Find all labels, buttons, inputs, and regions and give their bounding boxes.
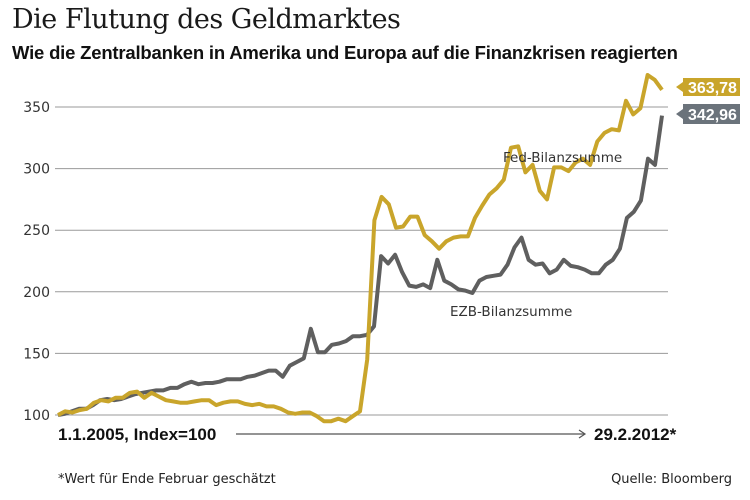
x-start-label: 1.1.2005, Index=100 — [58, 425, 216, 444]
ezb-series-label: EZB-Bilanzsumme — [450, 304, 572, 320]
fed-series-line — [57, 73, 664, 424]
y-tick-label: 300 — [23, 162, 50, 178]
ezb-series-line — [57, 115, 664, 417]
fed-end-value-badge: 363,78 — [676, 78, 740, 97]
x-arrow-head-icon — [578, 429, 587, 439]
y-tick-label: 350 — [23, 100, 50, 116]
fed-end-value: 363,78 — [688, 80, 737, 97]
ezb-badge-shape — [676, 104, 740, 124]
source-credit: Quelle: Bloomberg — [611, 472, 732, 487]
fed-series-label: Fed-Bilanzsumme — [503, 150, 622, 166]
y-tick-label: 250 — [23, 223, 50, 239]
y-tick-label: 100 — [23, 408, 50, 424]
y-axis-ticks: 100 150 200 250 300 350 — [23, 100, 50, 424]
fed-badge-shape — [676, 78, 740, 96]
ezb-end-value: 342,96 — [688, 107, 737, 124]
series-lines — [57, 73, 664, 424]
y-tick-label: 150 — [23, 346, 50, 362]
ezb-end-value-badge: 342,96 — [676, 104, 740, 124]
chart-title: Die Flutung des Geldmarktes — [12, 4, 401, 35]
footnote: *Wert für Ende Februar geschätzt — [58, 472, 276, 487]
chart-subtitle: Wie die Zentralbanken in Amerika und Eur… — [12, 42, 678, 63]
x-axis-annotation: 1.1.2005, Index=100 29.2.2012* — [58, 425, 677, 444]
gridlines — [55, 106, 668, 416]
y-tick-label: 200 — [23, 285, 50, 301]
x-end-label: 29.2.2012* — [594, 425, 677, 444]
